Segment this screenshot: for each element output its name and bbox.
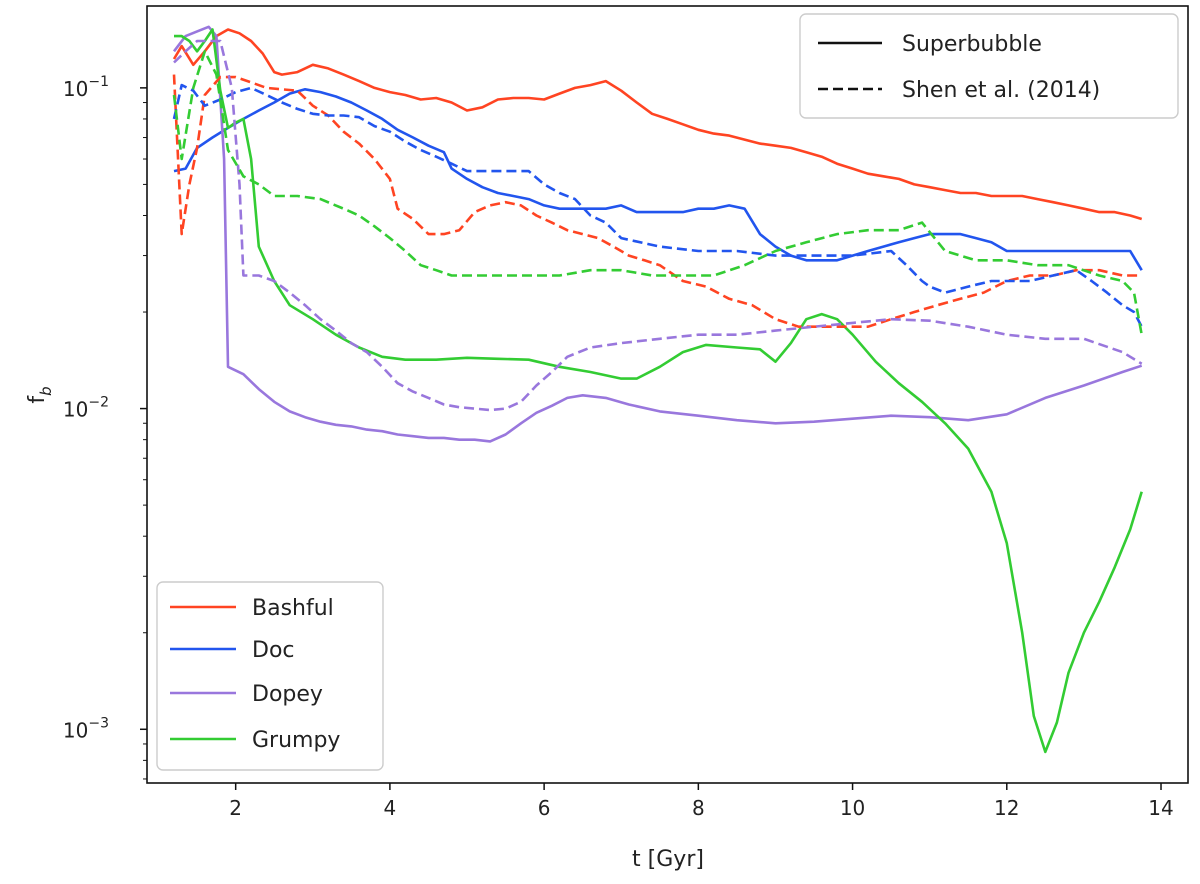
series-line-dopey-dashed bbox=[173, 39, 1143, 412]
x-tick-label: 2 bbox=[229, 796, 242, 820]
plot-frame bbox=[146, 5, 1189, 784]
y-tick-label: 10−2 bbox=[63, 395, 109, 422]
legend-label-bashful: Bashful bbox=[252, 596, 334, 621]
y-tick-base: 10 bbox=[63, 398, 88, 422]
y-tick-exponent: −3 bbox=[88, 715, 109, 731]
x-tick-label: 8 bbox=[692, 796, 705, 820]
series-line-doc-dashed bbox=[172, 83, 1143, 328]
series-line-dopey-solid bbox=[172, 25, 1143, 443]
series-line-grumpy-solid bbox=[174, 28, 1143, 754]
series-line-bashful-solid bbox=[172, 28, 1143, 221]
series-line-grumpy-dashed bbox=[172, 50, 1143, 335]
series-layer bbox=[172, 25, 1143, 754]
y-tick-exponent: −2 bbox=[88, 395, 109, 411]
x-tick-label: 6 bbox=[538, 796, 551, 820]
color-legend-frame bbox=[156, 581, 384, 771]
y-tick-exponent: −1 bbox=[88, 74, 109, 90]
style-legend-frame bbox=[799, 13, 1179, 119]
y-axis-label: fb bbox=[25, 386, 55, 403]
y-axis-label-subscript: b bbox=[37, 386, 55, 396]
y-axis-label-main: f bbox=[25, 395, 50, 404]
y-tick-label: 10−1 bbox=[63, 74, 109, 101]
legend-label-dopey: Dopey bbox=[252, 682, 323, 707]
series-line-bashful-dashed bbox=[172, 74, 1142, 328]
style-legend: Superbubble Shen et al. (2014) bbox=[799, 13, 1179, 119]
y-tick-label: 10−3 bbox=[63, 715, 109, 742]
legend-label-doc: Doc bbox=[252, 638, 295, 663]
y-tick-base: 10 bbox=[63, 718, 88, 742]
x-tick-label: 10 bbox=[840, 796, 865, 820]
color-legend: Bashful Doc Dopey Grumpy bbox=[156, 581, 384, 771]
legend-label-superbubble: Superbubble bbox=[902, 32, 1042, 57]
x-axis-label: t [Gyr] bbox=[632, 847, 704, 872]
legend-label-shen: Shen et al. (2014) bbox=[902, 78, 1100, 103]
series-line-doc-solid bbox=[173, 88, 1143, 271]
y-tick-base: 10 bbox=[63, 77, 88, 101]
legend-label-grumpy: Grumpy bbox=[252, 728, 340, 753]
x-tick-label: 4 bbox=[384, 796, 397, 820]
x-tick-label: 14 bbox=[1148, 796, 1173, 820]
x-tick-label: 12 bbox=[994, 796, 1019, 820]
